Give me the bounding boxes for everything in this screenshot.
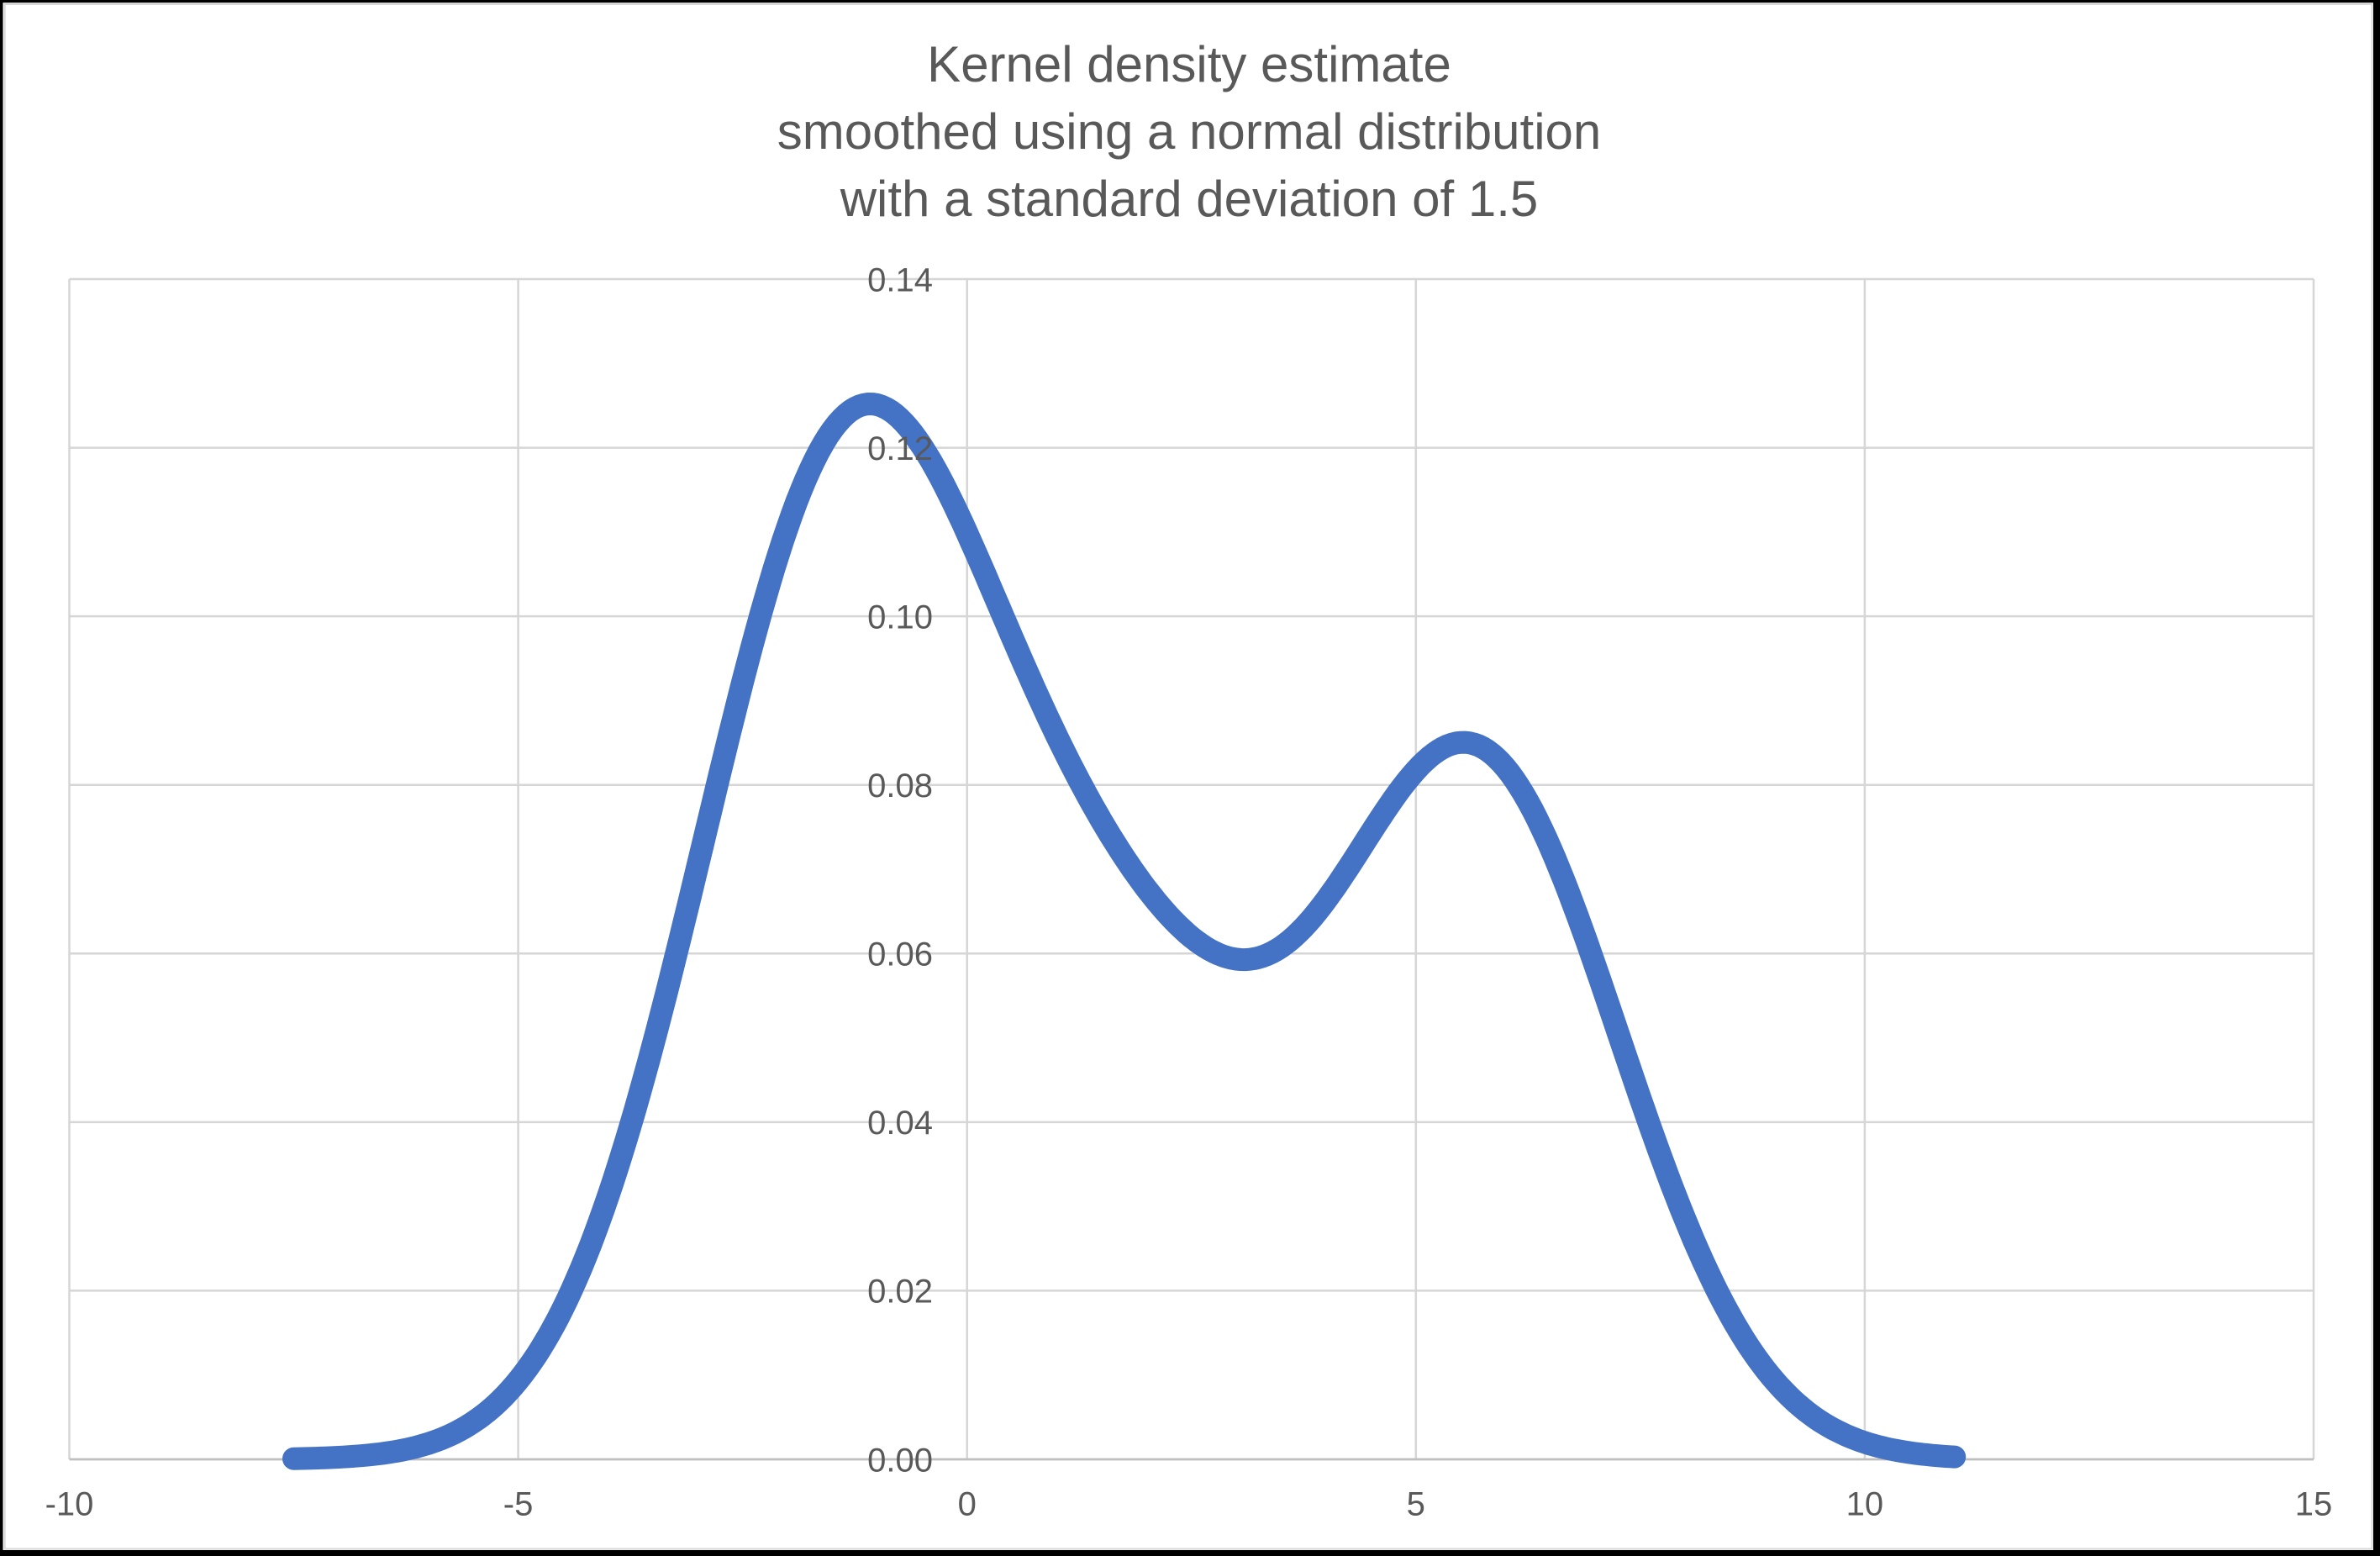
svg-text:0.08: 0.08 [867, 767, 933, 804]
svg-text:0.10: 0.10 [867, 599, 933, 636]
svg-text:0.02: 0.02 [867, 1274, 933, 1311]
svg-text:0.14: 0.14 [867, 261, 933, 298]
svg-text:0.04: 0.04 [867, 1105, 933, 1142]
svg-text:10: 10 [1846, 1485, 1884, 1522]
svg-text:0.00: 0.00 [867, 1442, 933, 1479]
svg-text:Kernel density estimate: Kernel density estimate [927, 36, 1451, 92]
svg-text:0: 0 [958, 1485, 977, 1522]
svg-text:5: 5 [1407, 1485, 1425, 1522]
svg-text:15: 15 [2295, 1485, 2333, 1522]
svg-text:0.12: 0.12 [867, 430, 933, 467]
svg-text:with a standard deviation of 1: with a standard deviation of 1.5 [840, 171, 1539, 227]
svg-text:smoothed using a normal distri: smoothed using a normal distribution [777, 103, 1602, 160]
svg-text:0.06: 0.06 [867, 936, 933, 973]
svg-text:-5: -5 [503, 1485, 534, 1522]
svg-text:-10: -10 [45, 1485, 94, 1522]
